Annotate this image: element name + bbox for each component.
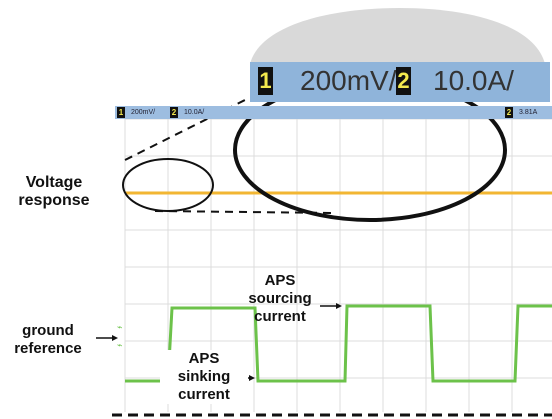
status-ch1-badge: 1 [117,107,125,118]
callout-ch2-scale: 10.0A/ [433,65,514,96]
zoom-connector-bottom [154,210,336,214]
scope-status-bar [115,106,552,119]
status-ch2-right-badge: 2 [505,107,513,118]
ground-marker-upper-icon: ⌁ [117,323,122,333]
current-trace [125,304,552,383]
status-ch1-scale: 200mV/ [131,109,156,116]
callout-ch1-badge: 1 [258,67,273,95]
ground-reference-label: ground reference [14,322,82,357]
callout-ch2-badge: 2 [396,67,411,95]
ground-ref-arrowhead [112,335,118,341]
status-ch2-scale: 10.0A/ [184,109,205,116]
status-ch2-badge: 2 [170,107,178,118]
status-ch2-right-value: 3.81A [519,109,538,116]
magnifier-bubble [250,8,545,64]
callout-ch1-scale: 200mV/ [300,65,397,96]
aps-sinking-label: APS sinking current [160,350,248,404]
voltage-response-label: Voltage response [18,174,90,209]
zoom-source-ellipse [122,158,214,212]
sinking-arrowhead [249,375,255,381]
ground-marker-lower-icon: ⌁ [117,341,122,351]
sourcing-arrowhead [336,303,342,309]
aps-sourcing-label: APS sourcing current [248,272,312,325]
